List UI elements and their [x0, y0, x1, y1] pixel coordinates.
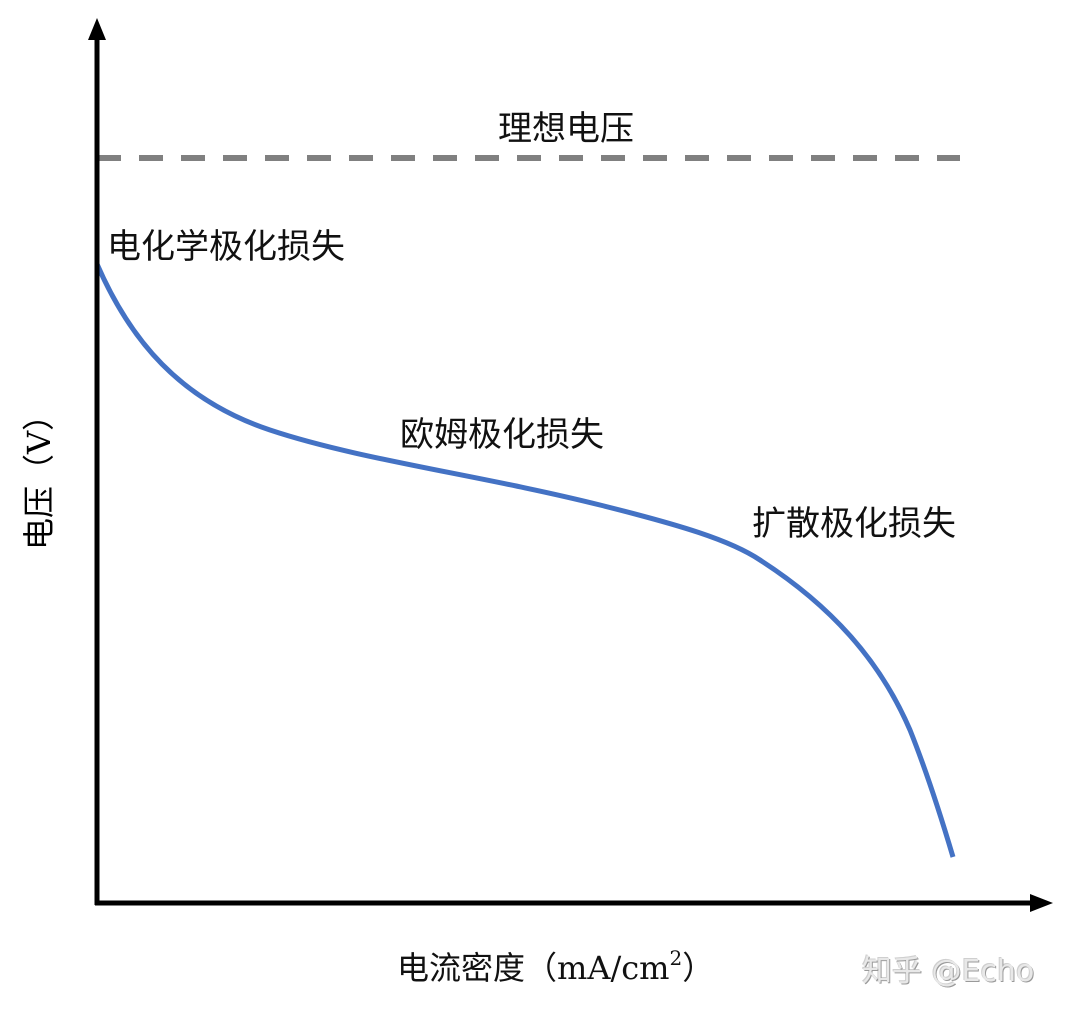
x-axis-label-exponent: 2 [669, 946, 683, 970]
ideal-voltage-label: 理想电压 [498, 109, 634, 149]
activation-loss-label: 电化学极化损失 [107, 227, 345, 267]
polarization-curve [94, 263, 956, 858]
watermark: 知乎 @Echo [862, 954, 1035, 989]
x-axis-label-close: ） [682, 949, 715, 987]
ohmic-loss-label: 欧姆极化损失 [400, 415, 604, 455]
y-axis [88, 18, 106, 905]
x-axis [95, 894, 1053, 912]
x-axis-label: 电流密度（mA/cm2） [397, 948, 714, 984]
y-axis-label: 电压（V） [20, 398, 58, 550]
diffusion-loss-label: 扩散极化损失 [752, 504, 956, 544]
x-axis-arrow-icon [1030, 894, 1053, 912]
x-axis-label-main: 电流密度（mA/cm [397, 949, 670, 987]
y-axis-arrow-icon [88, 18, 106, 40]
